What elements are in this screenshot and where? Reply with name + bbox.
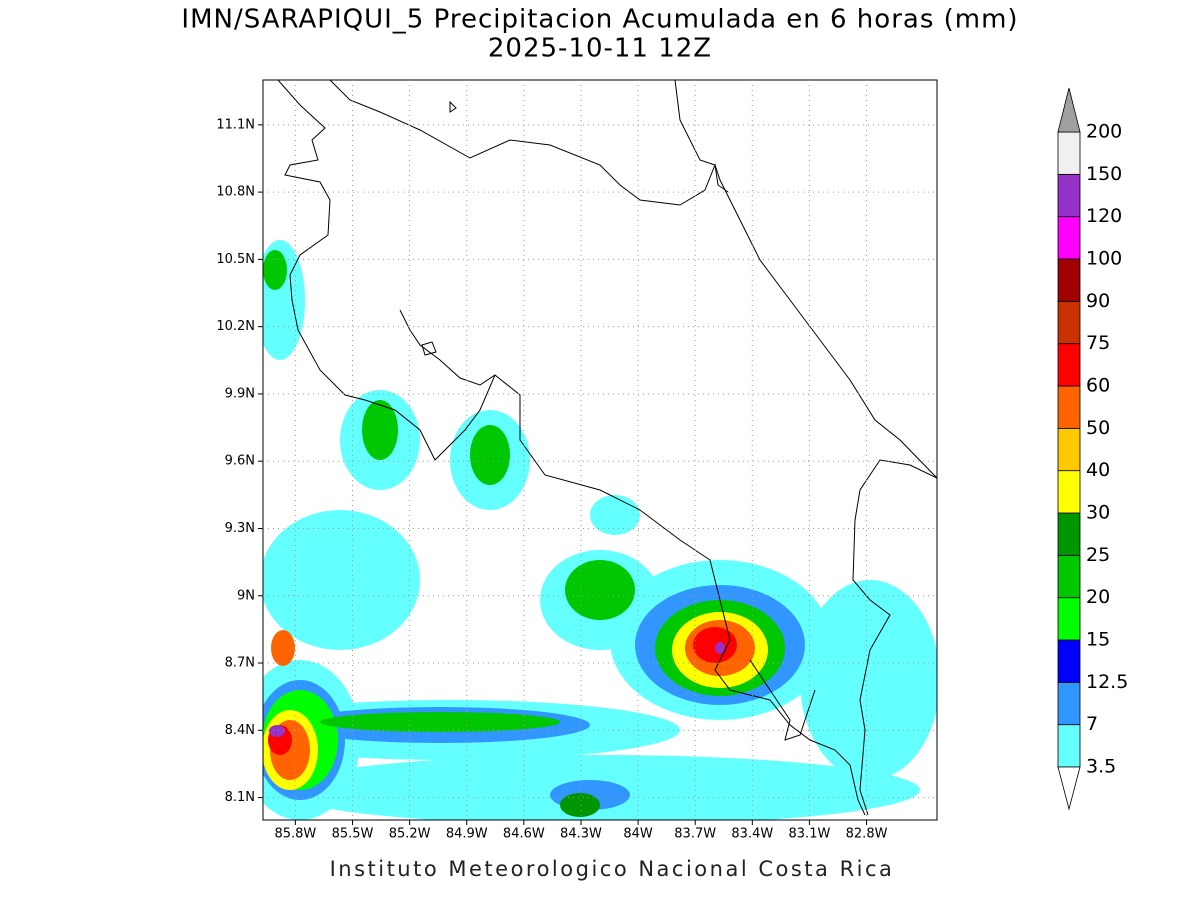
x-tick-label: 84.3W xyxy=(560,827,602,842)
colorbar-under xyxy=(1057,766,1081,811)
y-tick-label: 10.2N xyxy=(216,319,255,334)
x-tick-label: 84.9W xyxy=(446,827,488,842)
precipitation-field xyxy=(263,80,937,820)
y-tick-label: 8.4N xyxy=(225,723,255,738)
map-subtitle: 2025-10-11 12Z xyxy=(488,34,712,64)
coastline xyxy=(277,80,937,816)
x-tick-label: 83.1W xyxy=(789,827,831,842)
colorbar-label: 25 xyxy=(1086,544,1110,566)
colorbar-label: 120 xyxy=(1086,205,1122,227)
colorbar-segment xyxy=(1057,724,1081,768)
colorbar-label: 50 xyxy=(1086,417,1110,439)
rain-area xyxy=(263,240,937,820)
colorbar-label: 7 xyxy=(1086,713,1098,735)
colorbar-label: 3.5 xyxy=(1086,756,1116,778)
y-tick-label: 10.8N xyxy=(216,185,255,200)
colorbar-segment xyxy=(1057,258,1081,302)
colorbar-label: 200 xyxy=(1086,121,1122,143)
x-tick-label: 84W xyxy=(623,827,653,842)
colorbar-label: 90 xyxy=(1086,290,1110,312)
colorbar-segment xyxy=(1057,470,1081,514)
colorbar-label: 15 xyxy=(1086,629,1110,651)
x-tick-label: 85.8W xyxy=(274,827,316,842)
colorbar-label: 60 xyxy=(1086,375,1110,397)
colorbar-over xyxy=(1057,87,1081,133)
y-tick-label: 10.5N xyxy=(216,252,255,267)
colorbar-segment xyxy=(1057,216,1081,260)
colorbar-segment xyxy=(1057,343,1081,387)
colorbar-segment xyxy=(1057,554,1081,599)
y-tick-label: 8.7N xyxy=(225,656,255,671)
y-tick-label: 9.3N xyxy=(225,521,255,536)
y-tick-label: 9N xyxy=(237,588,255,603)
y-tick-label: 11.1N xyxy=(216,117,255,132)
colorbar-label: 40 xyxy=(1086,459,1110,481)
colorbar-segment xyxy=(1057,639,1081,683)
colorbar-segment xyxy=(1057,385,1081,429)
x-tick-label: 82.8W xyxy=(846,827,888,842)
colorbar-segment xyxy=(1057,300,1081,345)
colorbar-label: 100 xyxy=(1086,248,1122,270)
x-tick-label: 85.2W xyxy=(389,827,431,842)
y-tick-label: 9.9N xyxy=(225,386,255,401)
x-tick-label: 83.4W xyxy=(731,827,773,842)
footer: Instituto Meteorologico Nacional Costa R… xyxy=(330,857,895,881)
colorbar-segment xyxy=(1057,173,1081,218)
colorbar-label: 20 xyxy=(1086,586,1110,608)
map-frame xyxy=(262,79,938,821)
x-tick-label: 83.7W xyxy=(674,827,716,842)
map-title: IMN/SARAPIQUI_5 Precipitacion Acumulada … xyxy=(181,5,1018,35)
x-tick-label: 85.5W xyxy=(332,827,374,842)
colorbar-label: 30 xyxy=(1086,502,1110,524)
y-tick-label: 9.6N xyxy=(225,454,255,469)
x-tick-label: 84.6W xyxy=(503,827,545,842)
colorbar-label: 75 xyxy=(1086,332,1110,354)
colorbar-segment xyxy=(1057,512,1081,556)
colorbar-label: 12.5 xyxy=(1086,671,1128,693)
colorbar-segment xyxy=(1057,131,1081,175)
colorbar-segment xyxy=(1057,681,1081,726)
colorbar-label: 150 xyxy=(1086,163,1122,185)
y-tick-label: 8.1N xyxy=(225,790,255,805)
colorbar-segment xyxy=(1057,597,1081,641)
colorbar-segment xyxy=(1057,427,1081,472)
